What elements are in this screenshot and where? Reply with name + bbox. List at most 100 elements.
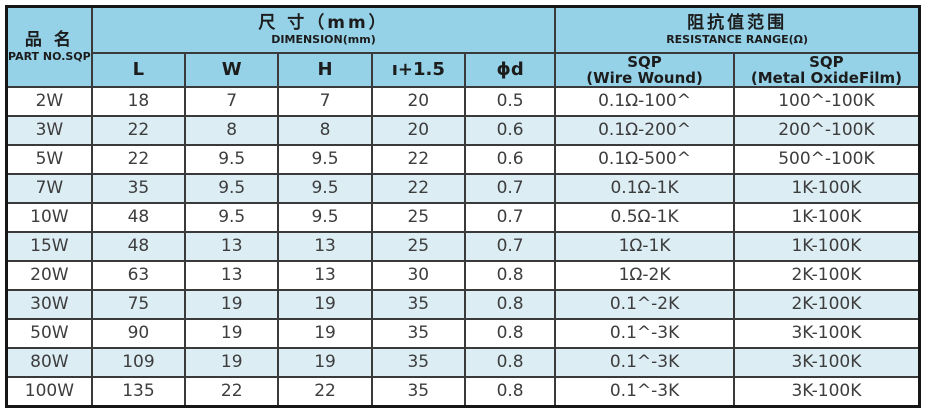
cell-length: 18 (90, 85, 187, 117)
cell-width: 19 (184, 288, 280, 320)
cell-length: 63 (90, 259, 187, 291)
cell-height: 22 (277, 375, 373, 407)
cell-height: 19 (277, 317, 373, 349)
cell-width: 9.5 (184, 201, 280, 233)
cell-lead-length: 35 (370, 375, 466, 407)
cell-lead-length: 22 (370, 172, 466, 204)
cell-wire-wound-range: 0.1^-2K (554, 288, 735, 320)
cell-length: 109 (90, 346, 187, 378)
resistance-range-header: 阻抗值范围 RESISTANCE RANGE(Ω) (554, 5, 921, 54)
col-header-height: H (277, 51, 373, 88)
cell-metal-oxide-range: 500^-100K (732, 143, 921, 175)
part-no-header-zh: 品 名 (24, 30, 74, 51)
cell-width: 19 (184, 346, 280, 378)
cell-wire-wound-range: 0.1Ω-500^ (554, 143, 735, 175)
cell-wire-wound-range: 1Ω-2K (554, 259, 735, 291)
cell-metal-oxide-range: 1K-100K (732, 201, 921, 233)
col-header-sqp-wire-wound: SQP (Wire Wound) (554, 51, 735, 88)
cell-length: 90 (90, 317, 187, 349)
table-row: 2W 18 7 7 20 0.5 0.1Ω-100^ 100^-100K (5, 85, 921, 117)
sqp-metal-oxide-film-line2: (Metal OxideFilm) (750, 68, 902, 87)
cell-part-no: 15W (5, 230, 93, 262)
cell-height: 13 (277, 259, 373, 291)
cell-length: 48 (90, 201, 187, 233)
cell-lead-diameter: 0.7 (463, 201, 557, 233)
cell-height: 9.5 (277, 172, 373, 204)
cell-wire-wound-range: 0.1^-3K (554, 346, 735, 378)
cell-part-no: 30W (5, 288, 93, 320)
cell-lead-length: 25 (370, 201, 466, 233)
table-row: 3W 22 8 8 20 0.6 0.1Ω-200^ 200^-100K (5, 114, 921, 146)
table-row: 15W 48 13 13 25 0.7 1Ω-1K 1K-100K (5, 230, 921, 262)
table-row: 30W 75 19 19 35 0.8 0.1^-2K 2K-100K (5, 288, 921, 320)
cell-height: 13 (277, 230, 373, 262)
cell-lead-length: 20 (370, 85, 466, 117)
cell-width: 22 (184, 375, 280, 407)
spec-table-body: 2W 18 7 7 20 0.5 0.1Ω-100^ 100^-100K 3W 22 8 8 20 0.6… (5, 85, 921, 407)
cell-part-no: 7W (5, 172, 93, 204)
col-header-width: W (184, 51, 280, 88)
cell-length: 48 (90, 230, 187, 262)
cell-metal-oxide-range: 1K-100K (732, 230, 921, 262)
cell-part-no: 3W (5, 114, 93, 146)
cell-width: 13 (184, 230, 280, 262)
col-header-lead-length: ı+1.5 (370, 51, 466, 88)
cell-wire-wound-range: 0.1^-3K (554, 375, 735, 407)
cell-lead-diameter: 0.8 (463, 288, 557, 320)
cell-lead-length: 22 (370, 143, 466, 175)
cell-wire-wound-range: 0.1Ω-200^ (554, 114, 735, 146)
cell-lead-diameter: 0.8 (463, 346, 557, 378)
cell-metal-oxide-range: 2K-100K (732, 259, 921, 291)
cell-length: 22 (90, 143, 187, 175)
cell-metal-oxide-range: 3K-100K (732, 317, 921, 349)
cell-wire-wound-range: 0.1^-3K (554, 317, 735, 349)
col-header-sqp-metal-oxide-film: SQP (Metal OxideFilm) (732, 51, 921, 88)
cell-lead-diameter: 0.6 (463, 114, 557, 146)
cell-part-no: 80W (5, 346, 93, 378)
sqp-wire-wound-line1: SQP (627, 52, 662, 71)
cell-width: 13 (184, 259, 280, 291)
cell-lead-length: 35 (370, 346, 466, 378)
resistor-spec-table: 品 名 PART NO.SQP 尺 寸（mm） DIMENSION(mm) 阻抗… (5, 5, 921, 408)
resistance-range-header-en: RESISTANCE RANGE(Ω) (666, 33, 809, 47)
cell-length: 35 (90, 172, 187, 204)
table-row: 80W 109 19 19 35 0.8 0.1^-3K 3K-100K (5, 346, 921, 378)
cell-metal-oxide-range: 2K-100K (732, 288, 921, 320)
cell-height: 19 (277, 288, 373, 320)
resistance-range-header-zh: 阻抗值范围 (687, 13, 788, 34)
cell-lead-length: 35 (370, 317, 466, 349)
cell-part-no: 100W (5, 375, 93, 407)
cell-lead-diameter: 0.6 (463, 143, 557, 175)
table-row: 7W 35 9.5 9.5 22 0.7 0.1Ω-1K 1K-100K (5, 172, 921, 204)
table-row: 20W 63 13 13 30 0.8 1Ω-2K 2K-100K (5, 259, 921, 291)
header-row-top: 品 名 PART NO.SQP 尺 寸（mm） DIMENSION(mm) 阻抗… (5, 5, 921, 88)
cell-lead-length: 35 (370, 288, 466, 320)
table-row: 50W 90 19 19 35 0.8 0.1^-3K 3K-100K (5, 317, 921, 349)
table-row: 5W 22 9.5 9.5 22 0.6 0.1Ω-500^ 500^-100K (5, 143, 921, 175)
cell-metal-oxide-range: 1K-100K (732, 172, 921, 204)
cell-part-no: 5W (5, 143, 93, 175)
cell-lead-length: 30 (370, 259, 466, 291)
cell-metal-oxide-range: 200^-100K (732, 114, 921, 146)
cell-width: 8 (184, 114, 280, 146)
sqp-metal-oxide-film-line1: SQP (809, 52, 844, 71)
cell-part-no: 50W (5, 317, 93, 349)
col-header-length: L (90, 51, 187, 88)
dimension-header-zh: 尺 寸（mm） (258, 13, 389, 34)
cell-lead-length: 25 (370, 230, 466, 262)
cell-lead-diameter: 0.8 (463, 259, 557, 291)
cell-metal-oxide-range: 100^-100K (732, 85, 921, 117)
cell-height: 19 (277, 346, 373, 378)
cell-width: 9.5 (184, 172, 280, 204)
part-no-header: 品 名 PART NO.SQP (5, 5, 93, 88)
col-header-lead-diameter: ϕd (463, 51, 557, 88)
dimension-header-en: DIMENSION(mm) (271, 33, 376, 47)
cell-lead-diameter: 0.5 (463, 85, 557, 117)
cell-wire-wound-range: 1Ω-1K (554, 230, 735, 262)
cell-wire-wound-range: 0.5Ω-1K (554, 201, 735, 233)
cell-part-no: 20W (5, 259, 93, 291)
cell-width: 9.5 (184, 143, 280, 175)
cell-width: 19 (184, 317, 280, 349)
cell-width: 7 (184, 85, 280, 117)
